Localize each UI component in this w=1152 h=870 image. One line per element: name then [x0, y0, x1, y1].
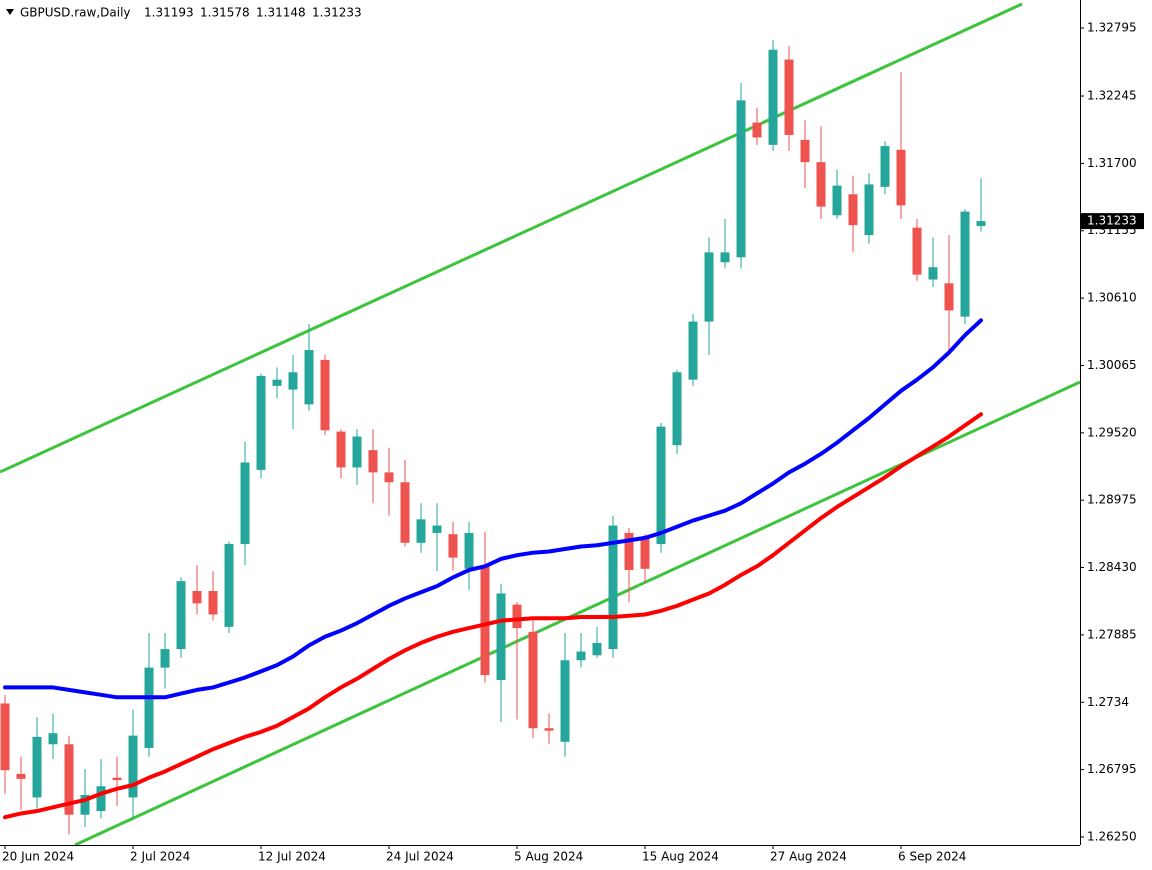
y-tick-label: 1.29520: [1087, 425, 1137, 439]
x-tick-label: 27 Aug 2024: [770, 850, 847, 864]
candles: [0, 39, 986, 835]
candle-body: [0, 703, 10, 771]
y-tick-label: 1.26795: [1087, 762, 1137, 776]
y-tick-label: 1.32795: [1087, 21, 1137, 35]
candle-body: [64, 744, 74, 815]
candle-body: [768, 49, 778, 145]
candle-body: [592, 642, 602, 656]
x-tick-label: 24 Jul 2024: [386, 850, 454, 864]
y-tick-label: 1.32245: [1087, 89, 1137, 103]
candle-body: [272, 379, 282, 386]
x-tick-label: 6 Sep 2024: [898, 850, 966, 864]
x-tick-label: 5 Aug 2024: [514, 850, 583, 864]
candle-body: [192, 591, 202, 604]
candle-body: [544, 728, 554, 731]
candle-body: [800, 139, 810, 163]
candle-body: [832, 185, 842, 216]
y-tick-label: 1.31700: [1087, 156, 1137, 170]
symbol-label: GBPUSD.raw,Daily: [20, 6, 131, 20]
candle-body: [528, 631, 538, 729]
y-tick-label: 1.27885: [1087, 627, 1137, 641]
candle-body: [432, 525, 442, 533]
candle-body: [672, 372, 682, 446]
candle-body: [16, 773, 26, 779]
x-tick-label: 12 Jul 2024: [258, 850, 326, 864]
candle-body: [256, 375, 266, 470]
candle-body: [384, 472, 394, 483]
candle-body: [496, 593, 506, 681]
y-tick-label: 1.2734: [1087, 695, 1129, 709]
candle-body: [736, 100, 746, 258]
y-tick-label: 1.28430: [1087, 560, 1137, 574]
candle-body: [160, 649, 170, 668]
candle-body: [560, 660, 570, 742]
candle-body: [752, 122, 762, 138]
candle-body: [112, 777, 122, 781]
candle-body: [816, 162, 826, 207]
y-tick-label: 1.30065: [1087, 358, 1137, 372]
candle-body: [784, 59, 794, 135]
candle-body: [656, 426, 666, 545]
candle-body: [128, 735, 138, 798]
moving-average: [3, 318, 983, 700]
candle-body: [176, 581, 186, 650]
candle-body: [48, 733, 58, 745]
y-tick-label: 1.28975: [1087, 493, 1137, 507]
candle-body: [928, 267, 938, 280]
candle-body: [880, 146, 890, 187]
candle-body: [624, 532, 634, 571]
candle-body: [688, 321, 698, 380]
candle-body: [576, 651, 586, 661]
channel-upper: [0, 2, 1023, 474]
candle-body: [512, 604, 522, 629]
candle-body: [304, 350, 314, 405]
menu-triangle[interactable]: [6, 9, 14, 15]
candle-body: [144, 667, 154, 748]
candle-body: [96, 786, 106, 812]
ohlc-open: 1.31193: [144, 6, 194, 20]
candle-body: [448, 534, 458, 558]
candle-body: [608, 525, 618, 650]
candle-body: [224, 544, 234, 627]
moving-average: [3, 412, 983, 820]
candle-body: [336, 431, 346, 468]
candle-body: [400, 482, 410, 543]
candle-body: [32, 736, 42, 798]
candle-body: [720, 252, 730, 263]
last-price-label: 1.31233: [1087, 214, 1137, 228]
candle-body: [240, 462, 250, 545]
candle-body: [352, 436, 362, 468]
candle-body: [960, 211, 970, 317]
candle-body: [864, 184, 874, 236]
candle-body: [368, 450, 378, 473]
candle-body: [208, 591, 218, 615]
candle-body: [320, 359, 330, 431]
ohlc-close: 1.31233: [312, 6, 362, 20]
y-tick-label: 1.30610: [1087, 291, 1137, 305]
candle-body: [896, 149, 906, 206]
candle-body: [464, 532, 474, 569]
last-price-box: [1081, 213, 1144, 230]
x-tick-label: 20 Jun 2024: [2, 850, 74, 864]
y-tick-label: 1.26250: [1087, 829, 1137, 843]
candle-body: [416, 519, 426, 543]
ohlc-high: 1.31578: [200, 6, 250, 20]
candle-body: [976, 221, 986, 227]
candle-body: [944, 283, 954, 311]
candle-body: [640, 537, 650, 569]
x-tick-label: 2 Jul 2024: [130, 850, 190, 864]
x-tick-label: 15 Aug 2024: [642, 850, 719, 864]
candle-body: [704, 252, 714, 322]
candle-body: [912, 227, 922, 275]
candle-body: [288, 372, 298, 390]
candle-body: [80, 794, 90, 815]
candle-body: [480, 566, 490, 676]
ohlc-low: 1.31148: [256, 6, 306, 20]
candle-body: [848, 194, 858, 226]
